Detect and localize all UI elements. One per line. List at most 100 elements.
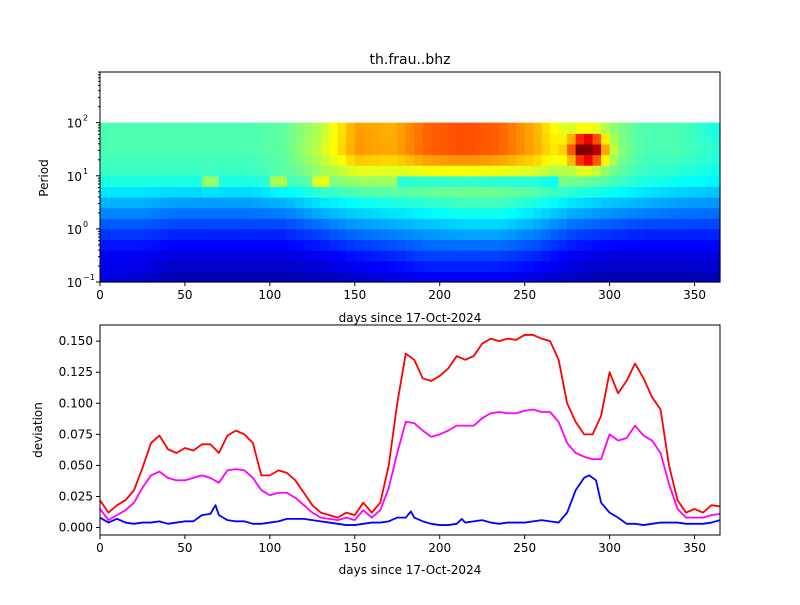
heatmap-cell bbox=[312, 143, 322, 156]
heatmap-cell bbox=[567, 207, 577, 219]
heatmap-cell bbox=[677, 228, 687, 241]
heatmap-cell bbox=[686, 197, 696, 209]
heatmap-cell bbox=[575, 239, 585, 251]
heatmap-cell bbox=[533, 197, 543, 209]
heatmap-cell bbox=[261, 122, 271, 134]
heatmap-cell bbox=[686, 260, 696, 272]
heatmap-cell bbox=[414, 175, 424, 187]
heatmap-cell bbox=[465, 271, 475, 283]
heatmap-cell bbox=[405, 197, 415, 209]
heatmap-cell bbox=[320, 154, 330, 166]
heatmap-cell bbox=[567, 260, 577, 272]
heatmap-cell bbox=[193, 228, 203, 241]
heatmap-cell bbox=[635, 143, 645, 156]
heatmap-cell bbox=[422, 154, 432, 166]
heatmap-cell bbox=[133, 207, 144, 219]
heatmap-cell bbox=[507, 143, 517, 156]
heatmap-cell bbox=[490, 122, 500, 134]
heatmap-cell bbox=[456, 250, 466, 262]
y-tick-exponent: 0 bbox=[83, 220, 88, 229]
heatmap-cell bbox=[312, 250, 322, 262]
heatmap-cell bbox=[133, 250, 144, 262]
heatmap-cell bbox=[125, 239, 135, 251]
heatmap-cell bbox=[244, 218, 254, 230]
heatmap-cell bbox=[142, 197, 152, 209]
heatmap-cell bbox=[295, 239, 305, 251]
heatmap-cell bbox=[405, 133, 415, 145]
heatmap-cell bbox=[558, 218, 568, 230]
heatmap-cell bbox=[635, 218, 645, 230]
heatmap-cell bbox=[329, 197, 339, 209]
heatmap-cell bbox=[278, 271, 288, 283]
heatmap-cell bbox=[201, 175, 212, 187]
heatmap-cell bbox=[269, 165, 279, 177]
y-tick-label: 10 bbox=[67, 170, 82, 184]
heatmap-cell bbox=[439, 165, 449, 177]
heatmap-cell bbox=[601, 143, 611, 156]
heatmap-cell bbox=[490, 143, 500, 156]
heatmap-cell bbox=[167, 133, 178, 145]
heatmap-cell bbox=[184, 271, 195, 283]
heatmap-cell bbox=[482, 143, 492, 156]
heatmap-cell bbox=[159, 218, 169, 230]
heatmap-cell bbox=[329, 239, 339, 251]
heatmap-cell bbox=[278, 154, 288, 166]
heatmap-cell bbox=[286, 260, 296, 272]
heatmap-cell bbox=[218, 133, 228, 145]
heatmap-cell bbox=[584, 250, 594, 262]
heatmap-cell bbox=[210, 239, 220, 251]
heatmap-cell bbox=[116, 165, 127, 177]
heatmap-cell bbox=[550, 133, 560, 145]
heatmap-cell bbox=[337, 228, 347, 241]
heatmap-cell bbox=[482, 154, 492, 166]
heatmap-cell bbox=[363, 175, 373, 187]
heatmap-cell bbox=[694, 197, 704, 209]
heatmap-cell bbox=[116, 197, 127, 209]
heatmap-cell bbox=[303, 228, 313, 241]
heatmap-cell bbox=[584, 218, 594, 230]
heatmap-cell bbox=[635, 271, 645, 283]
heatmap-cell bbox=[125, 218, 135, 230]
heatmap-cell bbox=[184, 165, 195, 177]
heatmap-cell bbox=[686, 165, 696, 177]
heatmap-cell bbox=[193, 175, 203, 187]
heatmap-cell bbox=[286, 165, 296, 177]
heatmap-cell bbox=[201, 165, 212, 177]
x-tick-label: 300 bbox=[598, 288, 621, 302]
heatmap-cell bbox=[550, 143, 560, 156]
heatmap-cell bbox=[150, 218, 161, 230]
heatmap-cell bbox=[388, 228, 398, 241]
heatmap-cell bbox=[278, 133, 288, 145]
heatmap-cell bbox=[516, 207, 526, 219]
heatmap-cell bbox=[609, 122, 619, 134]
heatmap-cell bbox=[193, 271, 203, 283]
heatmap-cell bbox=[159, 260, 169, 272]
heatmap-cell bbox=[371, 175, 381, 187]
heatmap-cell bbox=[244, 197, 254, 209]
heatmap-cell bbox=[176, 175, 186, 187]
heatmap-cell bbox=[592, 260, 602, 272]
heatmap-cell bbox=[541, 186, 551, 198]
heatmap-cell bbox=[210, 250, 220, 262]
heatmap-cell bbox=[159, 133, 169, 145]
x-tick-label: 0 bbox=[96, 541, 104, 555]
heatmap-cell bbox=[677, 143, 687, 156]
heatmap-cell bbox=[337, 186, 347, 198]
heatmap-cell bbox=[711, 228, 721, 241]
heatmap-cell bbox=[329, 175, 339, 187]
heatmap-cell bbox=[235, 197, 245, 209]
heatmap-cell bbox=[414, 271, 424, 283]
heatmap-cell bbox=[150, 250, 161, 262]
heatmap-cell bbox=[677, 122, 687, 134]
y-tick-label: 0.150 bbox=[59, 334, 93, 348]
heatmap-cell bbox=[592, 218, 602, 230]
heatmap-cell bbox=[244, 260, 254, 272]
heatmap-cell bbox=[618, 239, 628, 251]
heatmap-cell bbox=[422, 260, 432, 272]
heatmap-cell bbox=[346, 218, 356, 230]
heatmap-cell bbox=[558, 239, 568, 251]
heatmap-cell bbox=[618, 154, 628, 166]
heatmap-cell bbox=[218, 154, 228, 166]
heatmap-cell bbox=[320, 228, 330, 241]
heatmap-cell bbox=[711, 197, 721, 209]
